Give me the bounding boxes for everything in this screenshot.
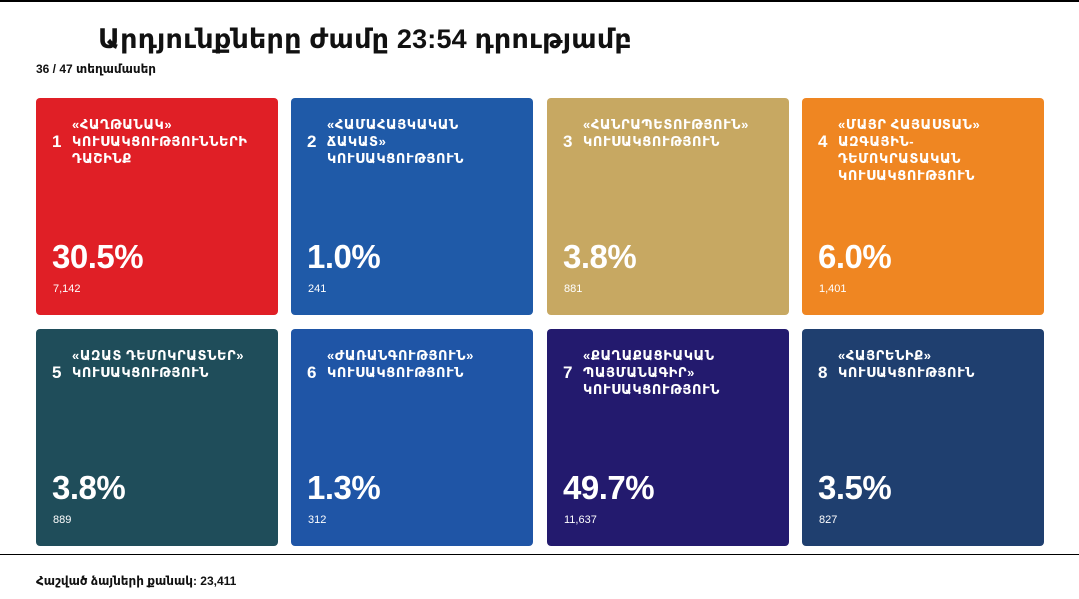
party-percent: 3.8% (52, 469, 126, 506)
top-border-line (0, 0, 1079, 2)
party-name: «ՔԱՂԱՔԱՑԻԱԿԱՆ ՊԱՅՄԱՆԱԳԻՐ» ԿՈՒՍԱԿՑՈՒԹՅՈՒՆ (583, 348, 721, 397)
party-card-4: 4 «ՄԱՅՐ ՀԱՅԱՍՏԱՆ» ԱԶԳԱՅԻՆ- ԴԵՄՈԿՐԱՏԱԿԱՆ … (802, 98, 1044, 315)
party-percent: 3.5% (818, 469, 892, 506)
party-number: 6 (307, 363, 317, 382)
party-number: 5 (52, 363, 62, 382)
party-percent: 3.8% (563, 238, 637, 275)
party-votes: 1,401 (819, 283, 847, 295)
party-percent: 49.7% (563, 469, 655, 506)
party-name: «ՀԱՄԱՀԱՅԿԱԿԱՆ ՃԱԿԱՏ» ԿՈՒՍԱԿՑՈՒԹՅՈՒՆ (327, 117, 465, 166)
party-name: «ԱԶԱՏ ԴԵՄՈԿՐԱՏՆԵՐ» ԿՈՒՍԱԿՑՈՒԹՅՈՒՆ (72, 348, 245, 380)
party-number: 7 (563, 363, 573, 382)
party-card-8: 8 «ՀԱՅՐԵՆԻՔ» ԿՈՒՍԱԿՑՈՒԹՅՈՒՆ 3.5% 827 (802, 329, 1044, 546)
party-name: «ՀԱՅՐԵՆԻՔ» ԿՈՒՍԱԿՑՈՒԹՅՈՒՆ (838, 348, 976, 380)
party-name: «ՄԱՅՐ ՀԱՅԱՍՏԱՆ» ԱԶԳԱՅԻՆ- ԴԵՄՈԿՐԱՏԱԿԱՆ ԿՈ… (838, 117, 981, 183)
party-card-6: 6 «ԺԱՌԱՆԳՈՒԹՅՈՒՆ» ԿՈՒՍԱԿՑՈՒԹՅՈՒՆ 1.3% 31… (291, 329, 533, 546)
party-number: 8 (818, 363, 828, 382)
party-card-1: 1 «ՀԱՂԹԱՆԱԿ» ԿՈՒՍԱԿՑՈՒԹՅՈՒՆՆԵՐԻ ԴԱՇԻՆՔ 3… (36, 98, 278, 315)
party-percent: 6.0% (818, 238, 892, 275)
party-number: 4 (818, 132, 828, 151)
party-votes: 11,637 (564, 514, 597, 526)
party-votes: 241 (308, 283, 327, 295)
party-votes: 889 (53, 514, 72, 526)
party-name: «ՀԱՆՐԱՊԵՏՈՒԹՅՈՒՆ» ԿՈՒՍԱԿՑՈՒԹՅՈՒՆ (583, 117, 749, 149)
party-card-3: 3 «ՀԱՆՐԱՊԵՏՈՒԹՅՈՒՆ» ԿՈՒՍԱԿՑՈՒԹՅՈՒՆ 3.8% … (547, 98, 789, 315)
party-votes: 827 (819, 514, 838, 526)
page-title: Արդյունքները ժամը 23:54 դրությամբ (98, 24, 632, 54)
party-percent: 1.0% (307, 238, 381, 275)
party-name: «ԺԱՌԱՆԳՈՒԹՅՈՒՆ» ԿՈՒՍԱԿՑՈՒԹՅՈՒՆ (327, 348, 474, 380)
party-number: 3 (563, 132, 573, 151)
party-name: «ՀԱՂԹԱՆԱԿ» ԿՈՒՍԱԿՑՈՒԹՅՈՒՆՆԵՐԻ ԴԱՇԻՆՔ (72, 117, 248, 166)
party-votes: 881 (564, 283, 583, 295)
bottom-divider (0, 554, 1079, 555)
total-votes-counted: Հաշված ձայների քանակ: 23,411 (36, 574, 237, 588)
party-card-2: 2 «ՀԱՄԱՀԱՅԿԱԿԱՆ ՃԱԿԱՏ» ԿՈՒՍԱԿՑՈՒԹՅՈՒՆ 1.… (291, 98, 533, 315)
party-number: 2 (307, 132, 317, 151)
party-votes: 312 (308, 514, 327, 526)
party-card-5: 5 «ԱԶԱՏ ԴԵՄՈԿՐԱՏՆԵՐ» ԿՈՒՍԱԿՑՈՒԹՅՈՒՆ 3.8%… (36, 329, 278, 546)
party-percent: 1.3% (307, 469, 381, 506)
precincts-counter: 36 / 47 տեղամասեր (36, 62, 157, 76)
party-number: 1 (52, 132, 62, 151)
party-card-7: 7 «ՔԱՂԱՔԱՑԻԱԿԱՆ ՊԱՅՄԱՆԱԳԻՐ» ԿՈՒՍԱԿՑՈՒԹՅՈ… (547, 329, 789, 546)
party-percent: 30.5% (52, 238, 144, 275)
party-votes: 7,142 (53, 283, 81, 295)
